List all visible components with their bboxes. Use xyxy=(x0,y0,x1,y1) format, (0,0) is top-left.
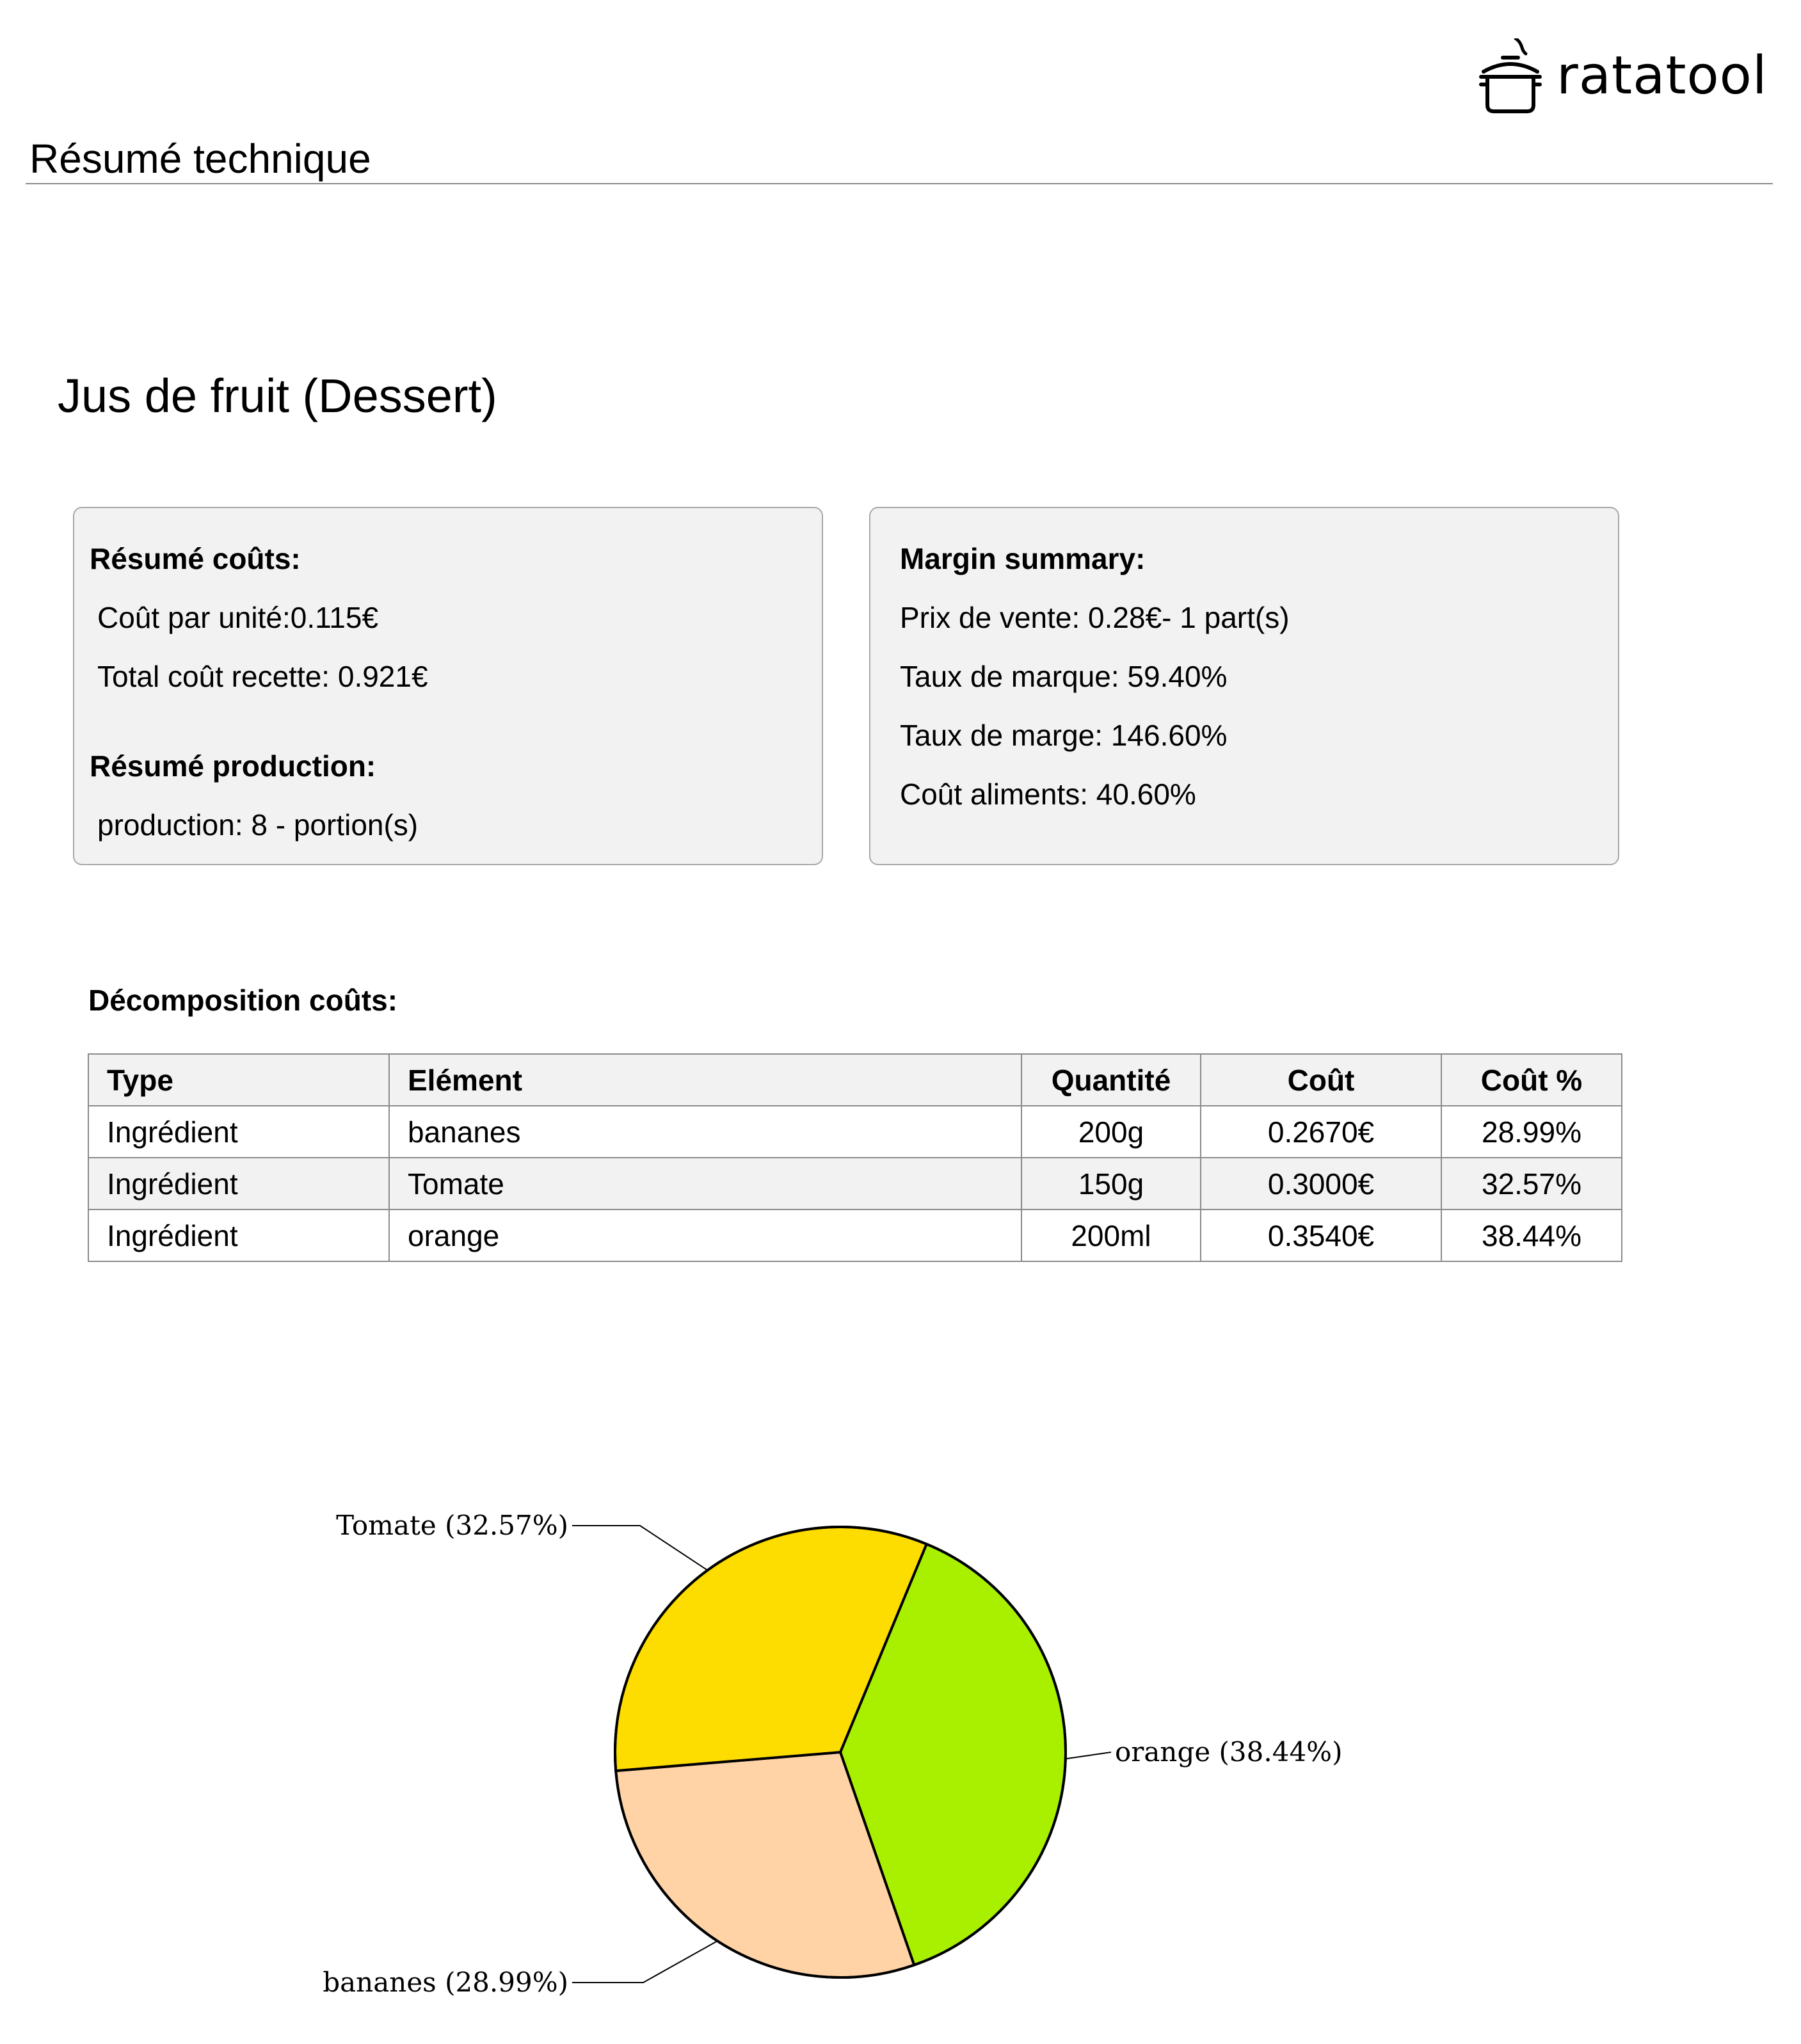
cell-quantity: 200g xyxy=(1021,1105,1201,1158)
margin-summary-heading: Margin summary: xyxy=(900,542,1146,575)
pie-label-tomate: Tomate (32.57%) xyxy=(336,1510,568,1541)
cost-breakdown-table: Type Elément Quantité Coût Coût % Ingréd… xyxy=(88,1053,1622,1262)
cost-breakdown-heading: Décomposition coûts: xyxy=(88,984,398,1017)
pie-outline xyxy=(614,1526,1067,1979)
recipe-title: Jus de fruit (Dessert) xyxy=(58,369,497,422)
table-header-row: Type Elément Quantité Coût Coût % xyxy=(88,1053,1622,1106)
table-row: Ingrédient Tomate 150g 0.3000€ 32.57% xyxy=(88,1157,1622,1210)
cell-quantity: 150g xyxy=(1021,1157,1201,1210)
cost-pie-chart: orange (38.44%) bananes (28.99%) Tomate (3… xyxy=(323,1510,1342,1998)
cell-element: bananes xyxy=(388,1105,1022,1158)
selling-price: Prix de vente: 0.28€- 1 part(s) xyxy=(900,601,1290,634)
food-cost: Coût aliments: 40.60% xyxy=(900,778,1196,811)
cell-cost-percent: 38.44% xyxy=(1441,1209,1622,1262)
margin-summary-panel: Margin summary: Prix de vente: 0.28€- 1 … xyxy=(869,507,1619,865)
cell-type: Ingrédient xyxy=(88,1105,390,1158)
cell-element: Tomate xyxy=(388,1157,1022,1210)
markup-rate: Taux de marque: 59.40% xyxy=(900,660,1228,693)
column-header-cost-percent: Coût % xyxy=(1441,1053,1622,1106)
cost-summary-panel: Résumé coûts: Coût par unité:0.115€ Tota… xyxy=(73,507,823,865)
table-row: Ingrédient orange 200ml 0.3540€ 38.44% xyxy=(88,1209,1622,1262)
table-row: Ingrédient bananes 200g 0.2670€ 28.99% xyxy=(88,1105,1622,1158)
total-recipe-cost: Total coût recette: 0.921€ xyxy=(97,660,428,693)
pie-leader-line xyxy=(572,1525,708,1571)
pie-leader-line xyxy=(1065,1752,1112,1760)
cell-cost: 0.3000€ xyxy=(1200,1157,1442,1210)
cooking-pot-icon xyxy=(1479,38,1542,113)
column-header-quantity: Quantité xyxy=(1021,1053,1201,1106)
cell-cost-percent: 28.99% xyxy=(1441,1105,1622,1158)
column-header-type: Type xyxy=(88,1053,390,1106)
cost-summary-heading: Résumé coûts: xyxy=(90,542,301,575)
cell-cost-percent: 32.57% xyxy=(1441,1157,1622,1210)
document-title: Résumé technique xyxy=(29,136,371,182)
column-header-cost: Coût xyxy=(1200,1053,1442,1106)
cell-element: orange xyxy=(388,1209,1022,1262)
cell-type: Ingrédient xyxy=(88,1209,390,1262)
column-header-element: Elément xyxy=(388,1053,1022,1106)
cell-type: Ingrédient xyxy=(88,1157,390,1210)
pie-label-orange: orange (38.44%) xyxy=(1115,1736,1342,1768)
cell-cost: 0.2670€ xyxy=(1200,1105,1442,1158)
cell-quantity: 200ml xyxy=(1021,1209,1201,1262)
production-value: production: 8 - portion(s) xyxy=(97,808,419,842)
pie-label-bananes: bananes (28.99%) xyxy=(323,1967,568,1998)
pie-leader-line xyxy=(572,1940,718,1983)
cell-cost: 0.3540€ xyxy=(1200,1209,1442,1262)
brand-logo: ratatool xyxy=(1478,35,1768,118)
production-summary-heading: Résumé production: xyxy=(90,749,376,783)
cost-per-unit: Coût par unité:0.115€ xyxy=(97,601,379,634)
document-header: Résumé technique xyxy=(26,132,1773,184)
margin-rate: Taux de marge: 146.60% xyxy=(900,719,1228,752)
brand-name: ratatool xyxy=(1557,45,1768,106)
